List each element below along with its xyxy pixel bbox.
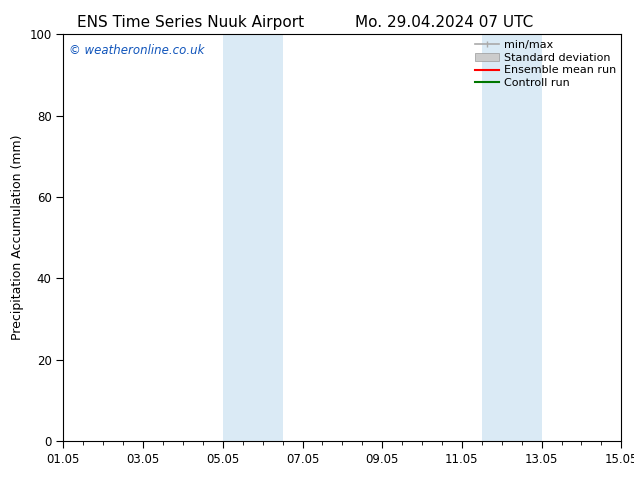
Text: Mo. 29.04.2024 07 UTC: Mo. 29.04.2024 07 UTC <box>354 15 533 30</box>
Legend: min/max, Standard deviation, Ensemble mean run, Controll run: min/max, Standard deviation, Ensemble me… <box>472 38 618 91</box>
Y-axis label: Precipitation Accumulation (mm): Precipitation Accumulation (mm) <box>11 135 24 341</box>
Text: © weatheronline.co.uk: © weatheronline.co.uk <box>69 45 204 57</box>
Bar <box>223 34 283 441</box>
Text: ENS Time Series Nuuk Airport: ENS Time Series Nuuk Airport <box>77 15 304 30</box>
Bar <box>482 34 541 441</box>
